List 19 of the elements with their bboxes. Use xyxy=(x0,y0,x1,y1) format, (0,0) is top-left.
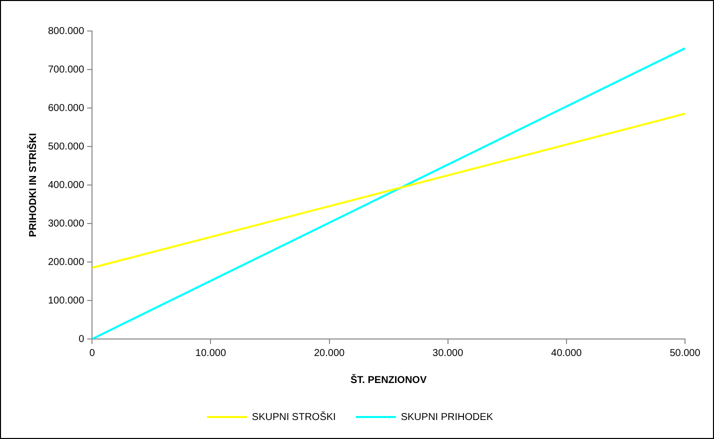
y-tick-label: 0 xyxy=(78,334,85,345)
y-tick-label: 500.000 xyxy=(48,141,85,152)
y-tick-label: 700.000 xyxy=(48,64,85,76)
x-tick-label: 50.000 xyxy=(670,348,701,359)
y-tick-label: 200.000 xyxy=(48,256,85,268)
x-tick-label: 40.000 xyxy=(551,348,582,359)
y-tick-label: 100.000 xyxy=(48,295,85,306)
x-tick-label: 30.000 xyxy=(432,348,464,359)
x-tick-label: 10.000 xyxy=(195,348,226,359)
y-tick-label: 400.000 xyxy=(48,180,85,191)
x-tick-label: 20.000 xyxy=(314,348,346,359)
y-tick-label: 600.000 xyxy=(48,102,85,114)
legend-label: SKUPNI STROŠKI xyxy=(252,410,336,423)
y-tick-label: 800.000 xyxy=(48,26,85,37)
x-tick-label: 0 xyxy=(89,348,96,359)
y-axis-title: PRIHODKI IN STRIŠKI xyxy=(26,132,39,237)
y-tick-label: 300.000 xyxy=(48,218,85,230)
legend-label: SKUPNI PRIHODEK xyxy=(400,412,494,423)
x-axis-title: ŠT. PENZIONOV xyxy=(350,374,427,386)
